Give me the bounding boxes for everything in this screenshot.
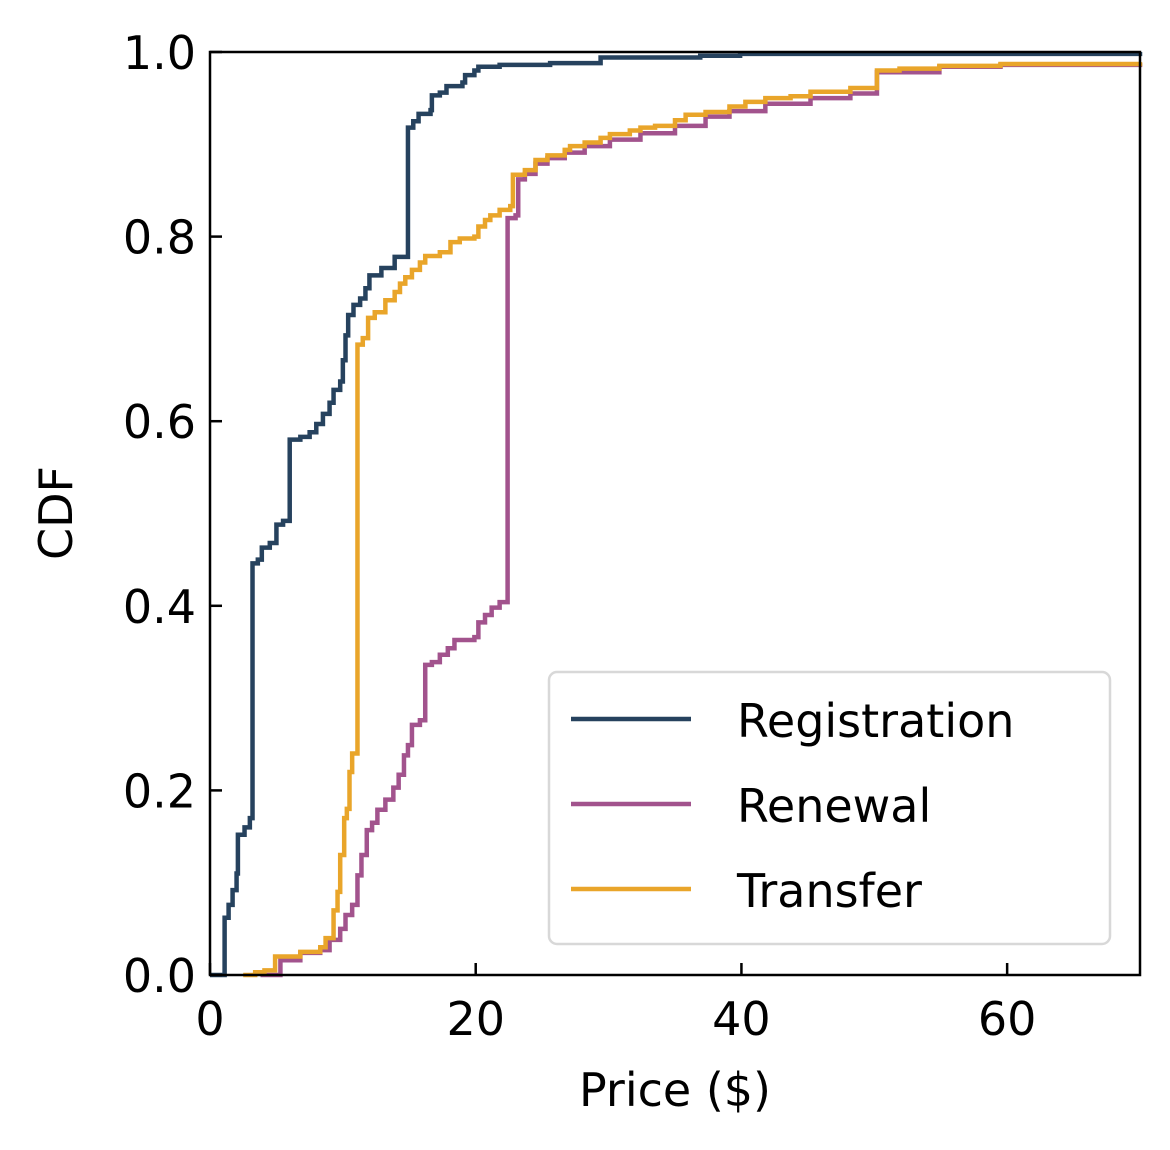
legend-label-registration: Registration [737,694,1014,748]
legend-box [547,670,1112,946]
y-axis-title: CDF [29,466,83,560]
x-tick-label: 20 [446,992,505,1046]
y-tick-label: 0.2 [123,764,196,818]
plot-frame [208,50,1142,977]
series-line-registration [210,51,1143,978]
x-axis-title: Price ($) [579,1063,771,1117]
x-tick-label: 0 [195,992,224,1046]
y-tick-label: 0.8 [123,211,196,265]
legend-label-transfer: Transfer [736,864,922,918]
legend-label-renewal: Renewal [737,779,931,833]
x-tick-label: 40 [712,992,771,1046]
legend: Registration Renewal Transfer [547,670,1112,946]
series-lines [210,51,1143,978]
y-tick-label: 0.6 [123,395,196,449]
series-line-transfer [243,61,1143,978]
x-tick-label: 60 [978,992,1037,1046]
axis-ticks: 0 20 40 60 0.0 0.2 0.4 0.6 0.8 1.0 [123,26,1037,1046]
y-tick-label: 1.0 [123,26,196,80]
y-tick-label: 0.4 [123,580,196,634]
series-line-renewal [260,62,1143,978]
y-tick-label: 0.0 [123,949,196,1003]
